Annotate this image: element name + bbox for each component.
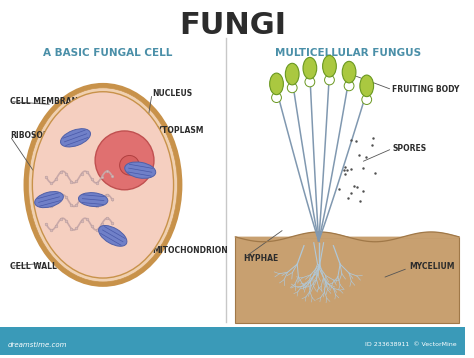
Text: dreamstime.com: dreamstime.com <box>8 342 67 348</box>
Circle shape <box>287 83 297 93</box>
Ellipse shape <box>28 88 177 282</box>
Text: SPORES: SPORES <box>392 144 426 153</box>
Ellipse shape <box>35 192 64 208</box>
Text: A BASIC FUNGAL CELL: A BASIC FUNGAL CELL <box>43 48 173 58</box>
Text: CELL WALL: CELL WALL <box>10 262 57 271</box>
Ellipse shape <box>32 92 173 278</box>
Circle shape <box>272 93 282 102</box>
Text: ID 233638911  © VectorMine: ID 233638911 © VectorMine <box>365 342 457 347</box>
Text: MULTICELLULAR FUNGUS: MULTICELLULAR FUNGUS <box>275 48 421 58</box>
Text: CYTOPLASM: CYTOPLASM <box>152 126 204 135</box>
Bar <box>235 237 459 323</box>
Text: RIBOSOMES: RIBOSOMES <box>10 131 61 140</box>
Text: FRUITING BODY: FRUITING BODY <box>392 85 460 94</box>
Circle shape <box>119 155 139 175</box>
Ellipse shape <box>79 193 108 207</box>
Bar <box>0 327 465 354</box>
Ellipse shape <box>61 129 91 147</box>
Text: MYCELIUM: MYCELIUM <box>409 262 455 271</box>
Circle shape <box>95 131 154 190</box>
Ellipse shape <box>342 61 356 83</box>
Text: CELL MEMBRANE: CELL MEMBRANE <box>10 97 83 106</box>
Circle shape <box>325 75 334 85</box>
Circle shape <box>362 95 372 105</box>
Text: HYPHAE: HYPHAE <box>243 254 278 263</box>
Text: MITOCHONDRION: MITOCHONDRION <box>152 246 228 255</box>
Ellipse shape <box>285 63 299 85</box>
Ellipse shape <box>125 162 156 178</box>
Ellipse shape <box>24 83 182 287</box>
Circle shape <box>344 81 354 91</box>
Ellipse shape <box>270 73 283 95</box>
Ellipse shape <box>303 57 317 79</box>
Ellipse shape <box>323 55 337 77</box>
Text: FUNGI: FUNGI <box>179 10 286 39</box>
Ellipse shape <box>99 226 127 246</box>
Circle shape <box>305 77 315 87</box>
Ellipse shape <box>360 75 374 97</box>
Text: NUCLEUS: NUCLEUS <box>152 89 192 98</box>
